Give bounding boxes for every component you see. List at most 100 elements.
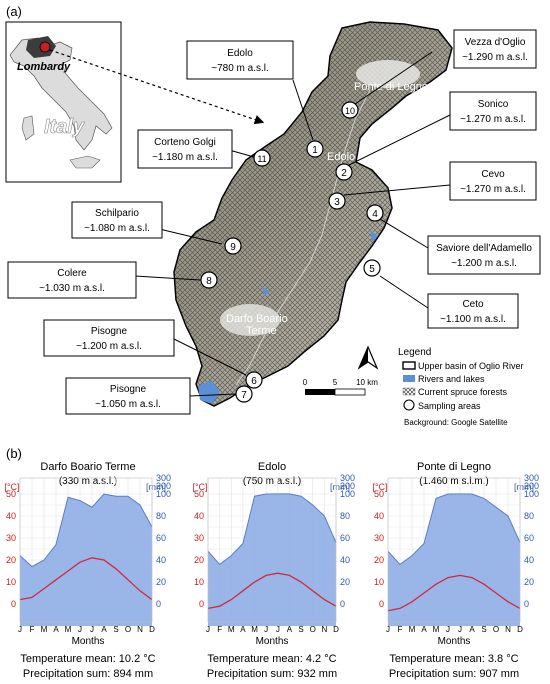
- svg-text:~780 m a.s.l.: ~780 m a.s.l.: [211, 63, 269, 74]
- month-tick-label: M: [41, 625, 48, 634]
- precip-tick-label: 60: [524, 533, 534, 543]
- precip-tick-label: 80: [156, 511, 166, 521]
- temp-tick-label: 40: [194, 511, 204, 521]
- month-tick-label: M: [65, 625, 72, 634]
- svg-text:Colere: Colere: [57, 268, 87, 279]
- svg-text:~1.080 m a.s.l.: ~1.080 m a.s.l.: [84, 223, 150, 234]
- inset-pointer-arrow: [49, 49, 265, 125]
- svg-text:~1.030 m a.s.l.: ~1.030 m a.s.l.: [39, 283, 105, 294]
- study-area-marker: [39, 41, 51, 53]
- precipitation-area: [20, 494, 152, 626]
- precip-tick-label: 40: [340, 555, 350, 565]
- precipitation-line: [207, 493, 337, 566]
- oglio-basin: [173, 21, 453, 407]
- svg-text:Cevo: Cevo: [481, 169, 505, 180]
- month-tick-label: D: [517, 625, 523, 634]
- site-box-sonico: Sonico ~1.270 m a.s.l.: [449, 91, 537, 131]
- month-tick-label: M: [228, 625, 235, 634]
- month-tick-label: A: [287, 625, 293, 634]
- x-axis-title: Months: [72, 636, 105, 647]
- svg-text:Pisogne: Pisogne: [110, 384, 147, 395]
- precip-tick-label: 40: [156, 555, 166, 565]
- month-tick-label: M: [409, 625, 416, 634]
- svg-text:8: 8: [206, 276, 212, 287]
- svg-text:Saviore dell'Adamello: Saviore dell'Adamello: [436, 243, 532, 254]
- svg-text:5: 5: [333, 378, 338, 387]
- month-tick-label: A: [53, 625, 59, 634]
- site-box-edolo: Edolo ~780 m a.s.l.: [186, 40, 294, 80]
- precipitation-sum-note: Precipitation sum: 894 mm: [23, 668, 153, 680]
- scale-bar: 0 5 10 km: [303, 378, 378, 396]
- month-tick-label: M: [433, 625, 440, 634]
- month-tick-label: J: [78, 625, 82, 634]
- precip-tick-label: 100: [340, 489, 355, 499]
- temperature-mean-note: Temperature mean: 3.8 °C: [389, 653, 518, 665]
- site-marker-7: 7: [235, 385, 253, 403]
- precipitation-sum-note: Precipitation sum: 932 mm: [207, 668, 337, 680]
- month-tick-label: J: [276, 625, 280, 634]
- legend-item-basin: Upper basin of Oglio River: [418, 361, 524, 371]
- month-tick-label: D: [149, 625, 155, 634]
- panel-a-label: (a): [6, 4, 22, 19]
- temp-tick-label: 20: [194, 555, 204, 565]
- month-tick-label: J: [206, 625, 210, 634]
- month-tick-label: N: [137, 625, 143, 634]
- month-tick-label: O: [493, 625, 499, 634]
- temp-unit-label: [°C]: [4, 482, 19, 492]
- svg-text:11: 11: [257, 154, 266, 164]
- temp-tick-label: 10: [374, 577, 384, 587]
- svg-text:Sonico: Sonico: [478, 99, 509, 110]
- precip-tick-label: 200: [340, 481, 355, 491]
- x-axis-title: Months: [438, 636, 471, 647]
- precip-tick-label: 200: [524, 481, 539, 491]
- chart-subtitle: (330 m a.s.l.): [59, 476, 117, 487]
- svg-text:2: 2: [341, 168, 347, 179]
- temp-unit-label: [°C]: [192, 482, 207, 492]
- site-box-saviore: Saviore dell'Adamello ~1.200 m a.s.l.: [427, 235, 541, 275]
- svg-text:3: 3: [334, 197, 340, 208]
- italy-label: Italy: [44, 116, 85, 138]
- month-tick-label: D: [333, 625, 339, 634]
- precip-tick-label: 80: [340, 511, 350, 521]
- italy-mainland: [9, 37, 113, 151]
- plot-frame: [19, 477, 153, 623]
- svg-text:~1.200 m a.s.l.: ~1.200 m a.s.l.: [76, 341, 142, 352]
- panel-b-label: (b): [6, 446, 22, 461]
- svg-text:Schilpario: Schilpario: [95, 208, 139, 219]
- map-label-darfo-2: Terme: [246, 325, 277, 337]
- plot-frame: [387, 477, 521, 623]
- month-tick-label: M: [251, 625, 258, 634]
- temp-tick-label: 20: [6, 555, 16, 565]
- precip-tick-label: 20: [524, 577, 534, 587]
- month-tick-label: A: [240, 625, 246, 634]
- temp-tick-label: 0: [11, 599, 16, 609]
- site-label-boxes: Edolo ~780 m a.s.l. Vezza d'Oglio ~1.290…: [7, 29, 541, 415]
- svg-text:6: 6: [251, 376, 257, 387]
- svg-text:~1.050 m a.s.l.: ~1.050 m a.s.l.: [95, 399, 161, 410]
- temp-tick-label: 0: [199, 599, 204, 609]
- svg-text:Edolo: Edolo: [227, 48, 253, 59]
- svg-text:7: 7: [241, 390, 247, 401]
- precipitation-sum-note: Precipitation sum: 907 mm: [389, 668, 519, 680]
- svg-text:~1.270 m a.s.l.: ~1.270 m a.s.l.: [460, 114, 526, 125]
- site-marker-1: 1: [306, 140, 324, 158]
- site-box-cevo: Cevo ~1.270 m a.s.l.: [449, 161, 537, 201]
- temperature-line: [207, 572, 337, 610]
- x-axis-title: Months: [256, 636, 289, 647]
- temp-tick-label: 0: [379, 599, 384, 609]
- site-marker-2: 2: [335, 163, 353, 181]
- month-tick-label: J: [446, 625, 450, 634]
- sicily-island: [69, 155, 101, 169]
- map-panel: (a) Lombardy Italy Edolo Ponte di Legno …: [5, 4, 541, 427]
- month-tick-label: J: [18, 625, 22, 634]
- lombardy-label: Lombardy: [17, 61, 71, 73]
- svg-text:~1.270 m a.s.l.: ~1.270 m a.s.l.: [460, 184, 526, 195]
- month-tick-label: N: [321, 625, 327, 634]
- site-box-corteno: Corteno Golgi ~1.180 m a.s.l.: [137, 129, 233, 169]
- map-label-darfo-1: Darfo Boario: [226, 313, 288, 325]
- month-tick-label: S: [298, 625, 303, 634]
- temp-tick-label: 30: [194, 533, 204, 543]
- precip-tick-label: 100: [156, 489, 171, 499]
- month-tick-label: J: [386, 625, 390, 634]
- svg-text:9: 9: [230, 242, 236, 253]
